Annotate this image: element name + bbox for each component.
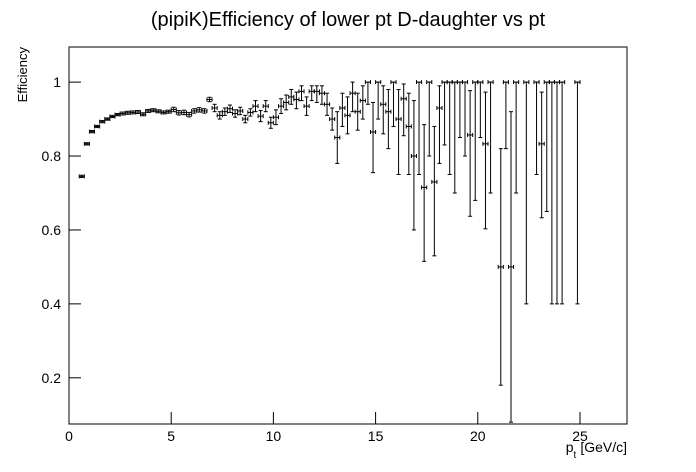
y-tick-label: 0.6 <box>42 222 62 238</box>
x-tick-label: 20 <box>470 428 486 444</box>
y-tick-label: 0.4 <box>42 296 62 312</box>
x-label-sub: t <box>574 450 577 461</box>
x-tick-label: 5 <box>167 428 175 444</box>
y-tick-label: 0.2 <box>42 370 62 386</box>
x-axis-label: pt[GeV/c] <box>566 439 627 461</box>
chart-title: (pipiK)Efficiency of lower pt D-daughter… <box>151 9 546 31</box>
y-tick-label: 0.8 <box>42 148 62 164</box>
x-tick-label: 10 <box>266 428 282 444</box>
x-tick-label: 15 <box>368 428 384 444</box>
plot-frame <box>68 46 628 425</box>
y-axis-label: Efficiency <box>15 47 30 103</box>
x-tick-label: 25 <box>572 428 588 444</box>
x-tick-label: 0 <box>65 428 73 444</box>
x-label-unit: [GeV/c] <box>580 439 627 455</box>
y-tick-label: 1 <box>53 74 61 90</box>
x-label-main: p <box>566 439 574 455</box>
